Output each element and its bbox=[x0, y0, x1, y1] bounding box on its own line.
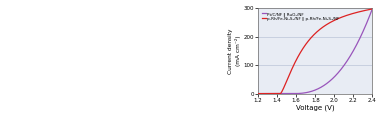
X-axis label: Voltage (V): Voltage (V) bbox=[296, 105, 335, 111]
Y-axis label: Current density
(mA cm⁻²): Current density (mA cm⁻²) bbox=[228, 28, 240, 74]
Legend: Pt/C/NF ∥ RuO₂/NF, p-Rh/Fe-Ni₃S₄/NF ∥ p-Rh/Fe-Ni₃S₄/NF: Pt/C/NF ∥ RuO₂/NF, p-Rh/Fe-Ni₃S₄/NF ∥ p-… bbox=[261, 11, 340, 21]
